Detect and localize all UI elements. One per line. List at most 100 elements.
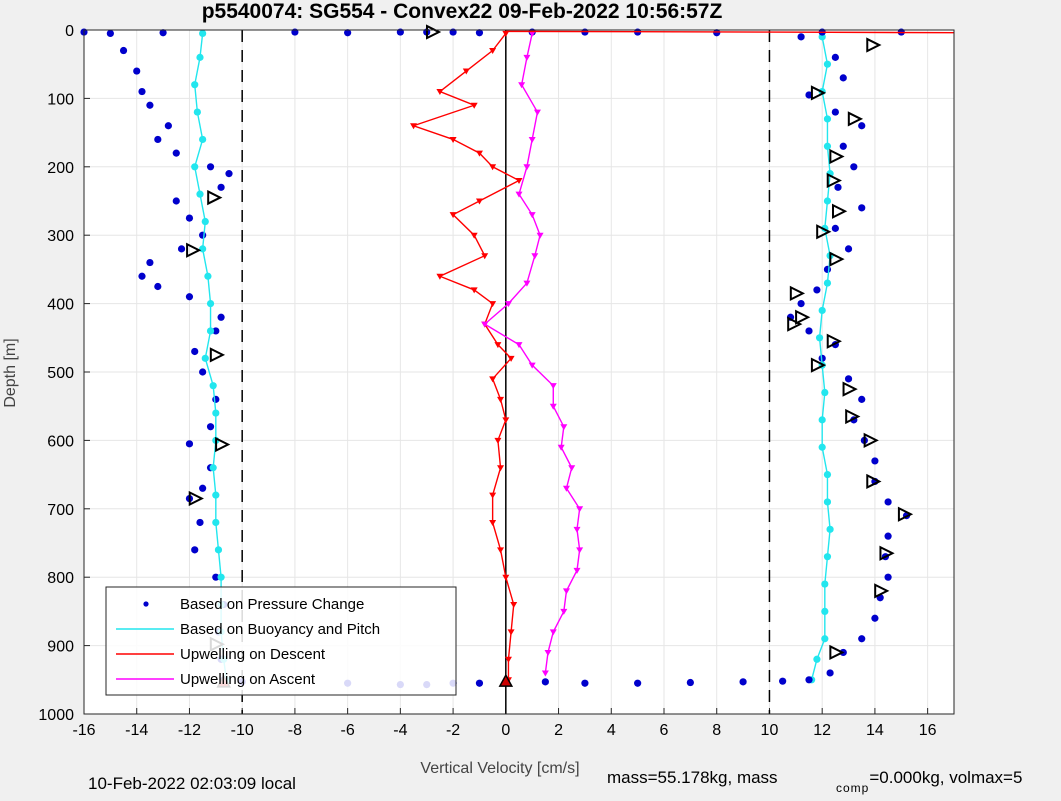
x-tick-label: 14 [866,722,884,739]
series-surface_descent_red [505,30,955,34]
data-point [209,464,217,472]
data-point [821,607,829,616]
data-point [206,300,215,308]
data-point [581,679,589,687]
data-point [212,395,220,403]
turn-marker [829,148,845,165]
data-point [818,443,826,451]
data-point [523,280,531,287]
data-point [884,532,892,540]
data-point [191,347,199,356]
apogee-marker [498,673,514,687]
turn-marker [879,545,895,561]
data-point [497,465,505,472]
data-point [191,546,199,554]
data-point [494,437,502,444]
data-point [196,53,204,61]
y-tick-label: 300 [47,228,74,245]
turn-marker [810,357,827,373]
x-tick-label: 0 [501,722,510,739]
data-point [797,300,805,308]
data-point [470,102,478,109]
data-point [475,150,483,157]
legend-label: Upwelling on Ascent [180,671,316,688]
legend-label: Based on Pressure Change [180,596,364,613]
data-point [199,368,207,376]
turn-marker [188,490,204,507]
legend-item: Upwelling on Ascent [116,671,316,688]
data-point [858,395,866,403]
data-point [884,573,892,581]
data-point [475,679,484,687]
data-point [217,313,225,321]
data-point [159,29,167,37]
data-point [533,109,541,116]
legend-label: Upwelling on Descent [180,646,326,663]
data-point [779,677,787,685]
series-line [505,30,955,34]
data-point [475,29,484,37]
data-point [185,214,194,222]
turn-marker [897,506,914,522]
data-point [515,177,523,184]
data-point [815,334,824,342]
x-tick-label: 8 [712,722,721,739]
data-point [805,91,813,99]
data-point [576,547,584,554]
data-point [199,135,207,144]
data-point [206,423,215,431]
data-point [489,164,497,171]
data-point [217,573,225,581]
data-point [813,286,821,294]
x-tick-label: 16 [919,722,937,739]
data-point [823,265,832,273]
mass-comp-subscript: comp [836,781,870,795]
data-point [475,198,483,205]
data-point [544,649,552,656]
data-point [507,355,515,362]
data-point [818,306,826,315]
data-point [436,89,444,96]
data-point [549,629,557,636]
data-point [528,362,536,369]
data-point [489,301,497,308]
data-point [119,46,128,55]
data-point [839,142,847,150]
data-point [191,81,199,89]
data-point [212,327,220,335]
y-tick-label: 400 [47,297,74,314]
series-upwelling_ascent [481,30,584,677]
data-point [185,293,194,301]
data-point [839,74,847,82]
data-point [805,327,813,335]
data-point [206,327,215,335]
data-point [172,197,180,205]
data-point [212,491,220,499]
data-point [823,60,832,68]
legend-swatch [143,601,149,607]
data-point [528,30,536,37]
data-point [871,457,879,465]
turn-marker [874,583,890,599]
x-tick-label: 6 [660,722,669,739]
data-point [494,342,502,349]
data-point [138,272,146,280]
data-point [834,183,842,191]
series-buoyancy_ascent [808,33,834,684]
data-point [510,602,518,609]
data-point [497,396,505,403]
data-point [549,383,557,390]
legend-box [105,586,457,696]
y-tick-label: 200 [47,160,74,177]
data-point [204,272,212,280]
data-point [133,67,141,75]
data-point [214,546,223,554]
data-point [201,354,209,362]
data-point [884,498,892,506]
y-tick-label: 0 [65,23,74,40]
turn-marker [810,85,827,101]
data-point [805,676,813,684]
data-point [541,670,549,677]
data-point [154,282,162,291]
